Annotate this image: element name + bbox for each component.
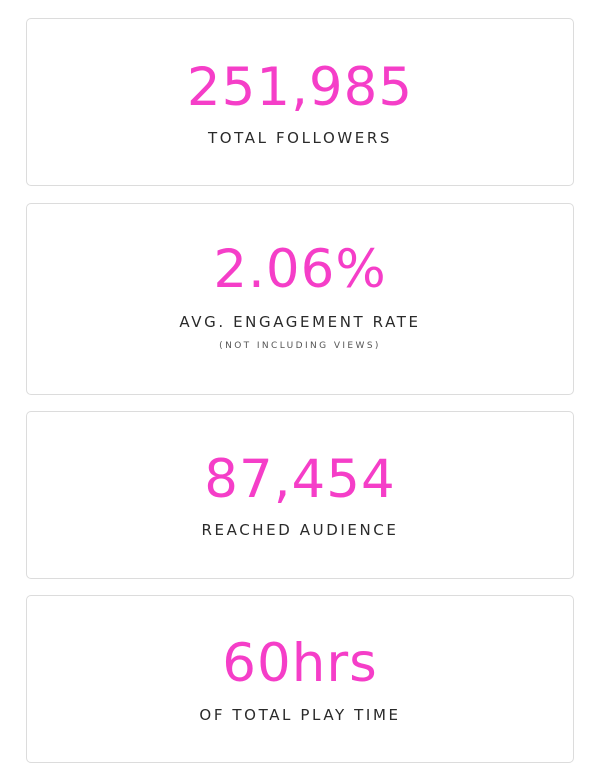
stat-value: 251,985 <box>186 57 414 118</box>
stat-card-reached-audience: 87,454 REACHED AUDIENCE <box>26 411 574 579</box>
stat-card-total-followers: 251,985 TOTAL FOLLOWERS <box>26 18 574 186</box>
stat-label: OF TOTAL PLAY TIME <box>199 706 401 724</box>
stat-label: TOTAL FOLLOWERS <box>207 129 393 147</box>
stat-label: REACHED AUDIENCE <box>201 521 399 539</box>
stat-note: (NOT INCLUDING VIEWS) <box>219 341 381 351</box>
stat-value: 60hrs <box>222 633 378 694</box>
stat-card-play-time: 60hrs OF TOTAL PLAY TIME <box>26 595 574 763</box>
stat-card-engagement-rate: 2.06% AVG. ENGAGEMENT RATE (NOT INCLUDIN… <box>26 203 574 395</box>
stat-label: AVG. ENGAGEMENT RATE <box>179 313 421 331</box>
stat-value: 2.06% <box>213 239 387 300</box>
stat-value: 87,454 <box>204 449 396 510</box>
